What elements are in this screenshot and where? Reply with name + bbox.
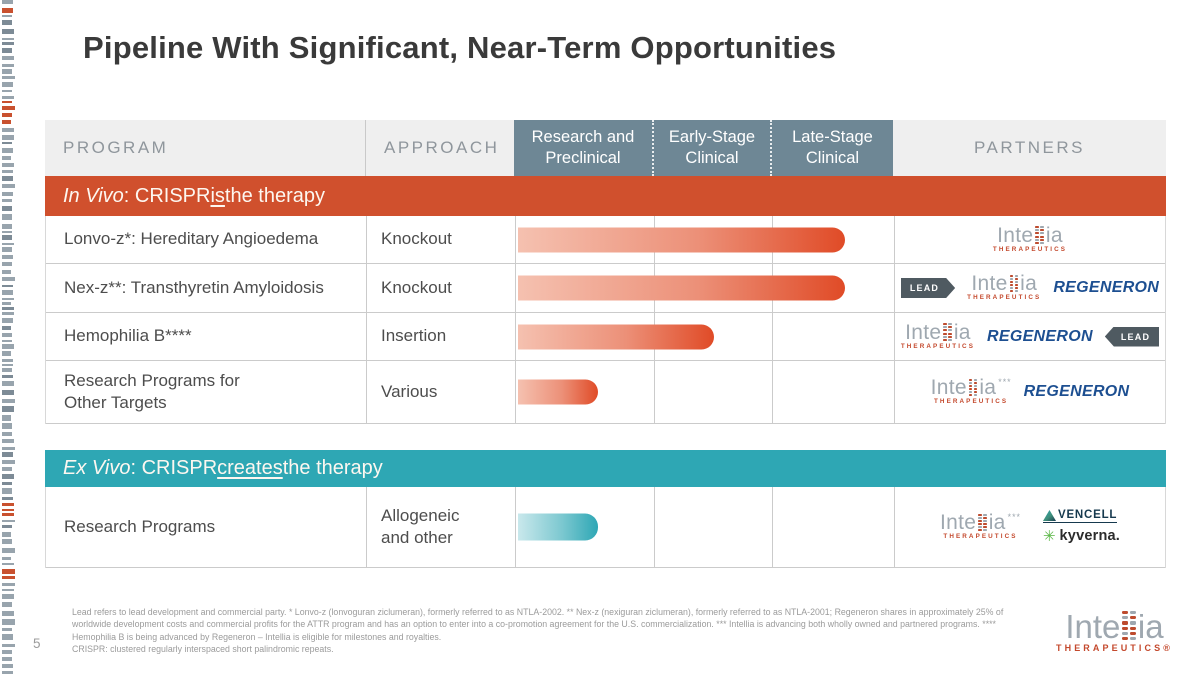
program-name: Lonvo-z*: Hereditary Angioedema: [64, 229, 319, 249]
kyverna-starburst-icon: ✳: [1042, 527, 1056, 545]
avencell-triangle-icon: [1042, 510, 1056, 522]
intellia-logo-with-asterisks: Inte ia *** THERAPEUTICS: [930, 376, 1012, 406]
stage-track: [515, 264, 894, 312]
intellia-logo-large: Inte ia THERAPEUTICS®: [1056, 608, 1173, 654]
partners-cell: Inte ia *** THERAPEUTICS VENCELL ✳ ky: [894, 487, 1165, 567]
lead-badge-intellia: LEAD: [901, 278, 955, 298]
footnote-crispr: CRISPR: clustered regularly interspaced …: [72, 644, 334, 655]
table-row-lonvo-z: Lonvo-z*: Hereditary Angioedema Knockout…: [46, 216, 1165, 264]
program-name: Research Programs: [64, 516, 216, 536]
program-name: Nex-z**: Transthyretin Amyloidosis: [64, 277, 324, 297]
header-stage-early-clinical: Early-Stage Clinical: [652, 120, 770, 176]
approach-value: Allogeneic and other: [366, 487, 515, 567]
program-name: Hemophilia B****: [64, 326, 192, 346]
section-band-in-vivo: In Vivo: CRISPR is the therapy: [45, 176, 1166, 216]
section-title-italic: In Vivo: [63, 184, 124, 207]
section-title-underline: creates: [217, 457, 283, 479]
table-row-research-other-targets: Research Programs for Other Targets Vari…: [46, 361, 1165, 424]
table-row-nex-z: Nex-z**: Transthyretin Amyloidosis Knock…: [46, 264, 1165, 313]
lead-badge-regeneron: LEAD: [1104, 326, 1160, 347]
stage-track: [515, 361, 894, 423]
partner-logo-stack: VENCELL ✳ kyverna.: [1042, 508, 1120, 544]
section-title-rest: the therapy: [224, 184, 325, 207]
progress-bar: [518, 513, 598, 541]
stage-track: [515, 216, 894, 263]
progress-bar: [518, 275, 845, 301]
header-stage-research-preclinical: Research and Preclinical: [514, 120, 652, 176]
intellia-logo: Inte ia THERAPEUTICS: [900, 320, 976, 350]
intellia-logo: Inte ia THERAPEUTICS: [967, 272, 1042, 302]
ex-vivo-rows: Research Programs Allogeneic and other I…: [45, 487, 1166, 568]
approach-value: Knockout: [366, 216, 515, 263]
program-name: Research Programs for Other Targets: [64, 370, 240, 412]
regeneron-logo: REGENERON: [1023, 383, 1130, 400]
regeneron-logo: REGENERON: [1053, 279, 1160, 296]
progress-bar: [518, 379, 598, 405]
page-number: 5: [33, 636, 41, 651]
section-title-underline: is: [210, 184, 225, 207]
partners-cell: LEAD Inte ia THERAPEUTICS REGENERON: [894, 264, 1165, 312]
section-title-mid: : CRISPR: [123, 184, 211, 207]
regeneron-logo: REGENERON: [987, 327, 1093, 345]
approach-value: Various: [366, 361, 515, 423]
stage-track: [515, 487, 894, 567]
intellia-logo-with-asterisks: Inte ia *** THERAPEUTICS: [939, 511, 1021, 541]
dna-barcode-strip: [0, 0, 18, 675]
approach-value: Knockout: [366, 264, 515, 312]
approach-value: Insertion: [366, 313, 515, 360]
table-row-research-programs: Research Programs Allogeneic and other I…: [46, 487, 1165, 568]
stage-track: [515, 313, 894, 360]
partners-cell: Inte ia THERAPEUTICS REGENERON LEAD: [894, 313, 1165, 360]
avencell-logo: VENCELL: [1042, 508, 1118, 524]
footnotes: Lead refers to lead development and comm…: [72, 606, 1010, 656]
footnote-body: Lead refers to lead development and comm…: [72, 607, 1004, 642]
section-band-ex-vivo: Ex Vivo: CRISPR creates the therapy: [45, 450, 1166, 487]
section-title-rest: the therapy: [282, 457, 383, 479]
intellia-footer-logo: Inte ia THERAPEUTICS®: [1056, 608, 1173, 654]
header-program: PROGRAM: [45, 120, 365, 176]
partners-cell: Inte ia THERAPEUTICS: [894, 216, 1165, 263]
kyverna-logo: ✳ kyverna.: [1043, 528, 1120, 544]
section-title-italic: Ex Vivo: [63, 457, 131, 479]
section-title-mid: : CRISPR: [130, 457, 218, 479]
header-approach: APPROACH: [365, 120, 514, 176]
table-row-hemophilia-b: Hemophilia B**** Insertion Inte ia THERAPE…: [46, 313, 1165, 361]
avencell-label: VENCELL: [1057, 508, 1118, 521]
header-stage-late-clinical: Late-Stage Clinical: [770, 120, 893, 176]
in-vivo-rows: Lonvo-z*: Hereditary Angioedema Knockout…: [45, 216, 1166, 424]
kyverna-label: kyverna.: [1059, 528, 1120, 545]
pipeline-table-header: PROGRAM APPROACH Research and Preclinica…: [45, 120, 1166, 176]
page-title: Pipeline With Significant, Near-Term Opp…: [83, 30, 837, 65]
partners-cell: Inte ia *** THERAPEUTICS REGENERON: [894, 361, 1165, 423]
progress-bar: [518, 227, 845, 252]
progress-bar: [518, 324, 714, 349]
intellia-logo: Inte ia THERAPEUTICS: [992, 223, 1068, 253]
header-partners: PARTNERS: [893, 120, 1166, 176]
